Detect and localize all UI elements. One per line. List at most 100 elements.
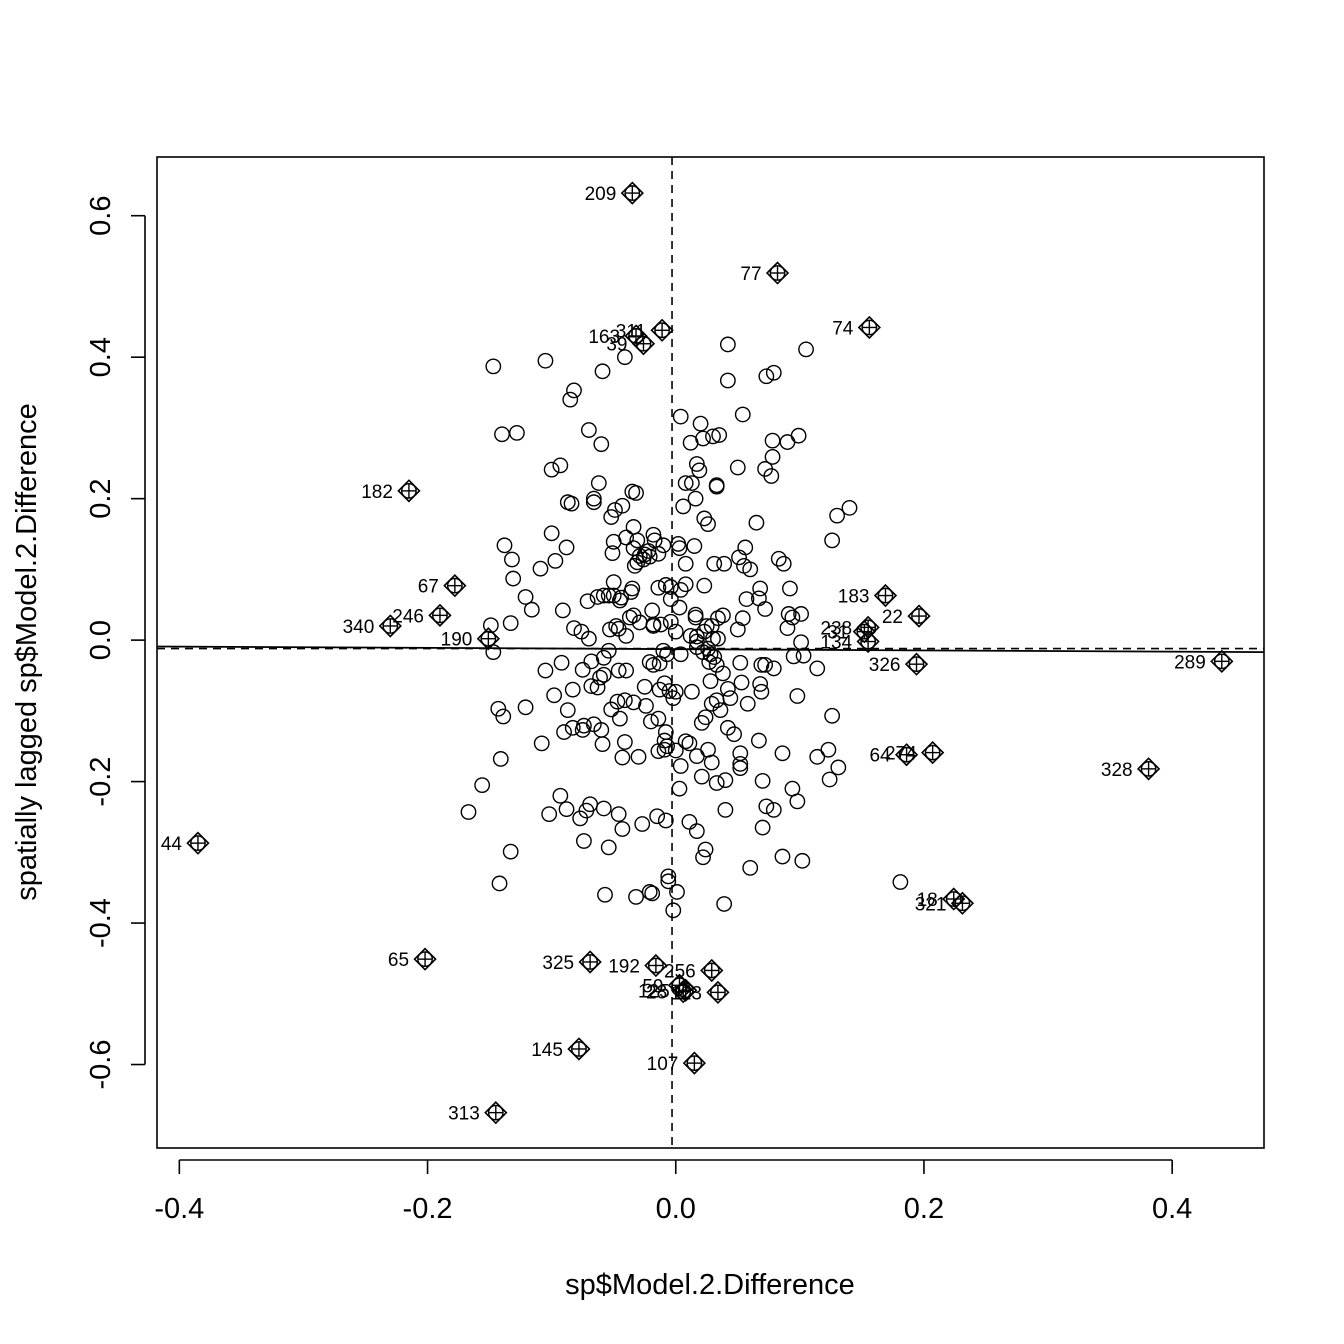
- scatter-point: [775, 555, 792, 572]
- point-label: 340: [343, 617, 375, 638]
- scatter-point: [779, 434, 796, 450]
- scatter-point: [490, 700, 507, 717]
- influential-point-diamond: [682, 1051, 706, 1075]
- scatter-point: [754, 772, 771, 789]
- scatter-point: [618, 662, 635, 679]
- y-tick-label: 0.4: [85, 337, 117, 377]
- scatter-point: [672, 758, 689, 774]
- scatter-point: [634, 816, 651, 832]
- influential-point-circle: [924, 744, 941, 761]
- influential-point-circle: [487, 1104, 504, 1121]
- scatter-point: [683, 475, 700, 491]
- influential-point-diamond: [907, 604, 931, 628]
- influential-point-circle: [860, 633, 877, 650]
- scatter-point: [667, 742, 684, 759]
- scatter-point: [757, 601, 774, 617]
- scatter-point: [715, 607, 731, 624]
- scatter-point: [564, 719, 581, 736]
- scatter-point: [650, 743, 667, 760]
- scatter-point: [809, 748, 826, 765]
- scatter-point: [692, 415, 709, 432]
- scatter-point: [603, 509, 620, 525]
- point-label: 182: [361, 482, 393, 503]
- scatter-point: [590, 475, 607, 491]
- scatter-point: [748, 514, 765, 531]
- scatter-point: [751, 732, 767, 749]
- data-points: [186, 181, 1234, 1125]
- x-axis-label: sp$Model.2.Difference: [565, 1269, 855, 1301]
- scatter-point: [543, 461, 560, 478]
- scatter-point: [729, 459, 746, 476]
- influential-point: [631, 332, 656, 356]
- scatter-point: [494, 426, 510, 443]
- point-label: 64: [869, 746, 891, 767]
- scatter-point: [742, 561, 759, 578]
- influential-point-circle: [710, 984, 726, 1001]
- y-tick-label: 0.0: [85, 620, 117, 660]
- point-labels: 2097774311163391826724634019018322238311…: [161, 184, 1206, 1125]
- y-axis: -0.6 -0.4 -0.2 0.0 0.2 0.4 0.6: [85, 196, 146, 1090]
- scatter-point: [715, 665, 731, 682]
- scatter-point: [660, 868, 677, 885]
- scatter-point: [655, 537, 672, 554]
- scatter-point: [556, 724, 572, 740]
- influential-point: [856, 629, 880, 654]
- scatter-point: [665, 902, 682, 919]
- scatter-point: [686, 538, 703, 554]
- point-label: 328: [1101, 760, 1133, 781]
- scatter-point: [784, 609, 801, 626]
- scatter-point: [738, 591, 755, 607]
- influential-point: [904, 652, 929, 676]
- influential-point: [644, 953, 668, 978]
- point-label: 145: [531, 1040, 563, 1061]
- scatter-point: [628, 888, 644, 905]
- scatter-point: [583, 653, 600, 670]
- scatter-point: [717, 772, 734, 789]
- scatter-point: [765, 801, 782, 818]
- scatter-point: [774, 848, 791, 865]
- point-label: 67: [418, 577, 439, 598]
- point-label: 31: [827, 623, 848, 644]
- scatter-point: [655, 642, 672, 659]
- scatter-point: [700, 516, 716, 533]
- scatter-point: [641, 654, 658, 670]
- scatter-point: [683, 683, 700, 700]
- point-label: 28: [646, 983, 667, 1004]
- scatter-point: [609, 693, 626, 710]
- point-label: 22: [882, 607, 903, 628]
- scatter-point: [640, 543, 657, 559]
- scatter-point: [485, 358, 502, 375]
- influential-point-diamond: [631, 332, 656, 356]
- scatter-point: [841, 499, 858, 516]
- scatter-point: [641, 884, 658, 900]
- scatter-point: [580, 630, 597, 647]
- scatter-point: [681, 735, 698, 752]
- scatter-point: [708, 775, 725, 791]
- scatter-point: [710, 630, 726, 647]
- influential-point-diamond: [443, 574, 467, 598]
- influential-point: [378, 614, 402, 638]
- influential-point-diamond: [856, 629, 880, 654]
- scatter-point: [629, 554, 646, 571]
- scatter-point: [706, 649, 723, 665]
- x-tick-label: -0.2: [403, 1193, 453, 1225]
- influential-point-diamond: [857, 315, 881, 340]
- scatter-point: [553, 654, 570, 671]
- influential-point-diamond: [700, 958, 724, 983]
- scatter-point: [643, 713, 659, 730]
- scatter-point: [798, 341, 814, 358]
- influential-point: [186, 831, 210, 855]
- influential-point-circle: [401, 482, 417, 499]
- scatter-point: [652, 616, 669, 633]
- influential-point-diamond: [397, 479, 421, 503]
- scatter-point: [595, 587, 612, 604]
- scatter-point: [820, 741, 837, 758]
- influential-point: [578, 950, 602, 974]
- scatter-point: [681, 814, 698, 830]
- scatter-point: [659, 738, 675, 755]
- scatter-point: [667, 623, 684, 640]
- point-label: 246: [392, 606, 424, 627]
- influential-point: [907, 604, 931, 628]
- scatter-point: [656, 741, 673, 758]
